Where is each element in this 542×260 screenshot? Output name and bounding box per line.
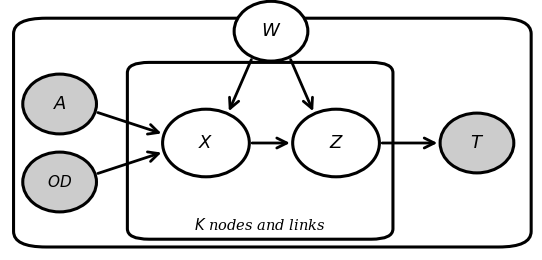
Ellipse shape	[293, 109, 379, 177]
Text: $K$ nodes and links: $K$ nodes and links	[195, 217, 326, 233]
Text: $T$: $T$	[470, 134, 484, 152]
FancyBboxPatch shape	[14, 18, 531, 247]
Text: $A$: $A$	[53, 95, 67, 113]
Ellipse shape	[440, 113, 514, 173]
Ellipse shape	[163, 109, 249, 177]
FancyBboxPatch shape	[127, 62, 393, 239]
Ellipse shape	[234, 1, 308, 61]
Ellipse shape	[23, 152, 96, 212]
Text: $Z$: $Z$	[328, 134, 344, 152]
Text: $X$: $X$	[198, 134, 214, 152]
Ellipse shape	[23, 74, 96, 134]
Text: $W$: $W$	[261, 22, 281, 40]
Text: $OD$: $OD$	[47, 174, 72, 190]
